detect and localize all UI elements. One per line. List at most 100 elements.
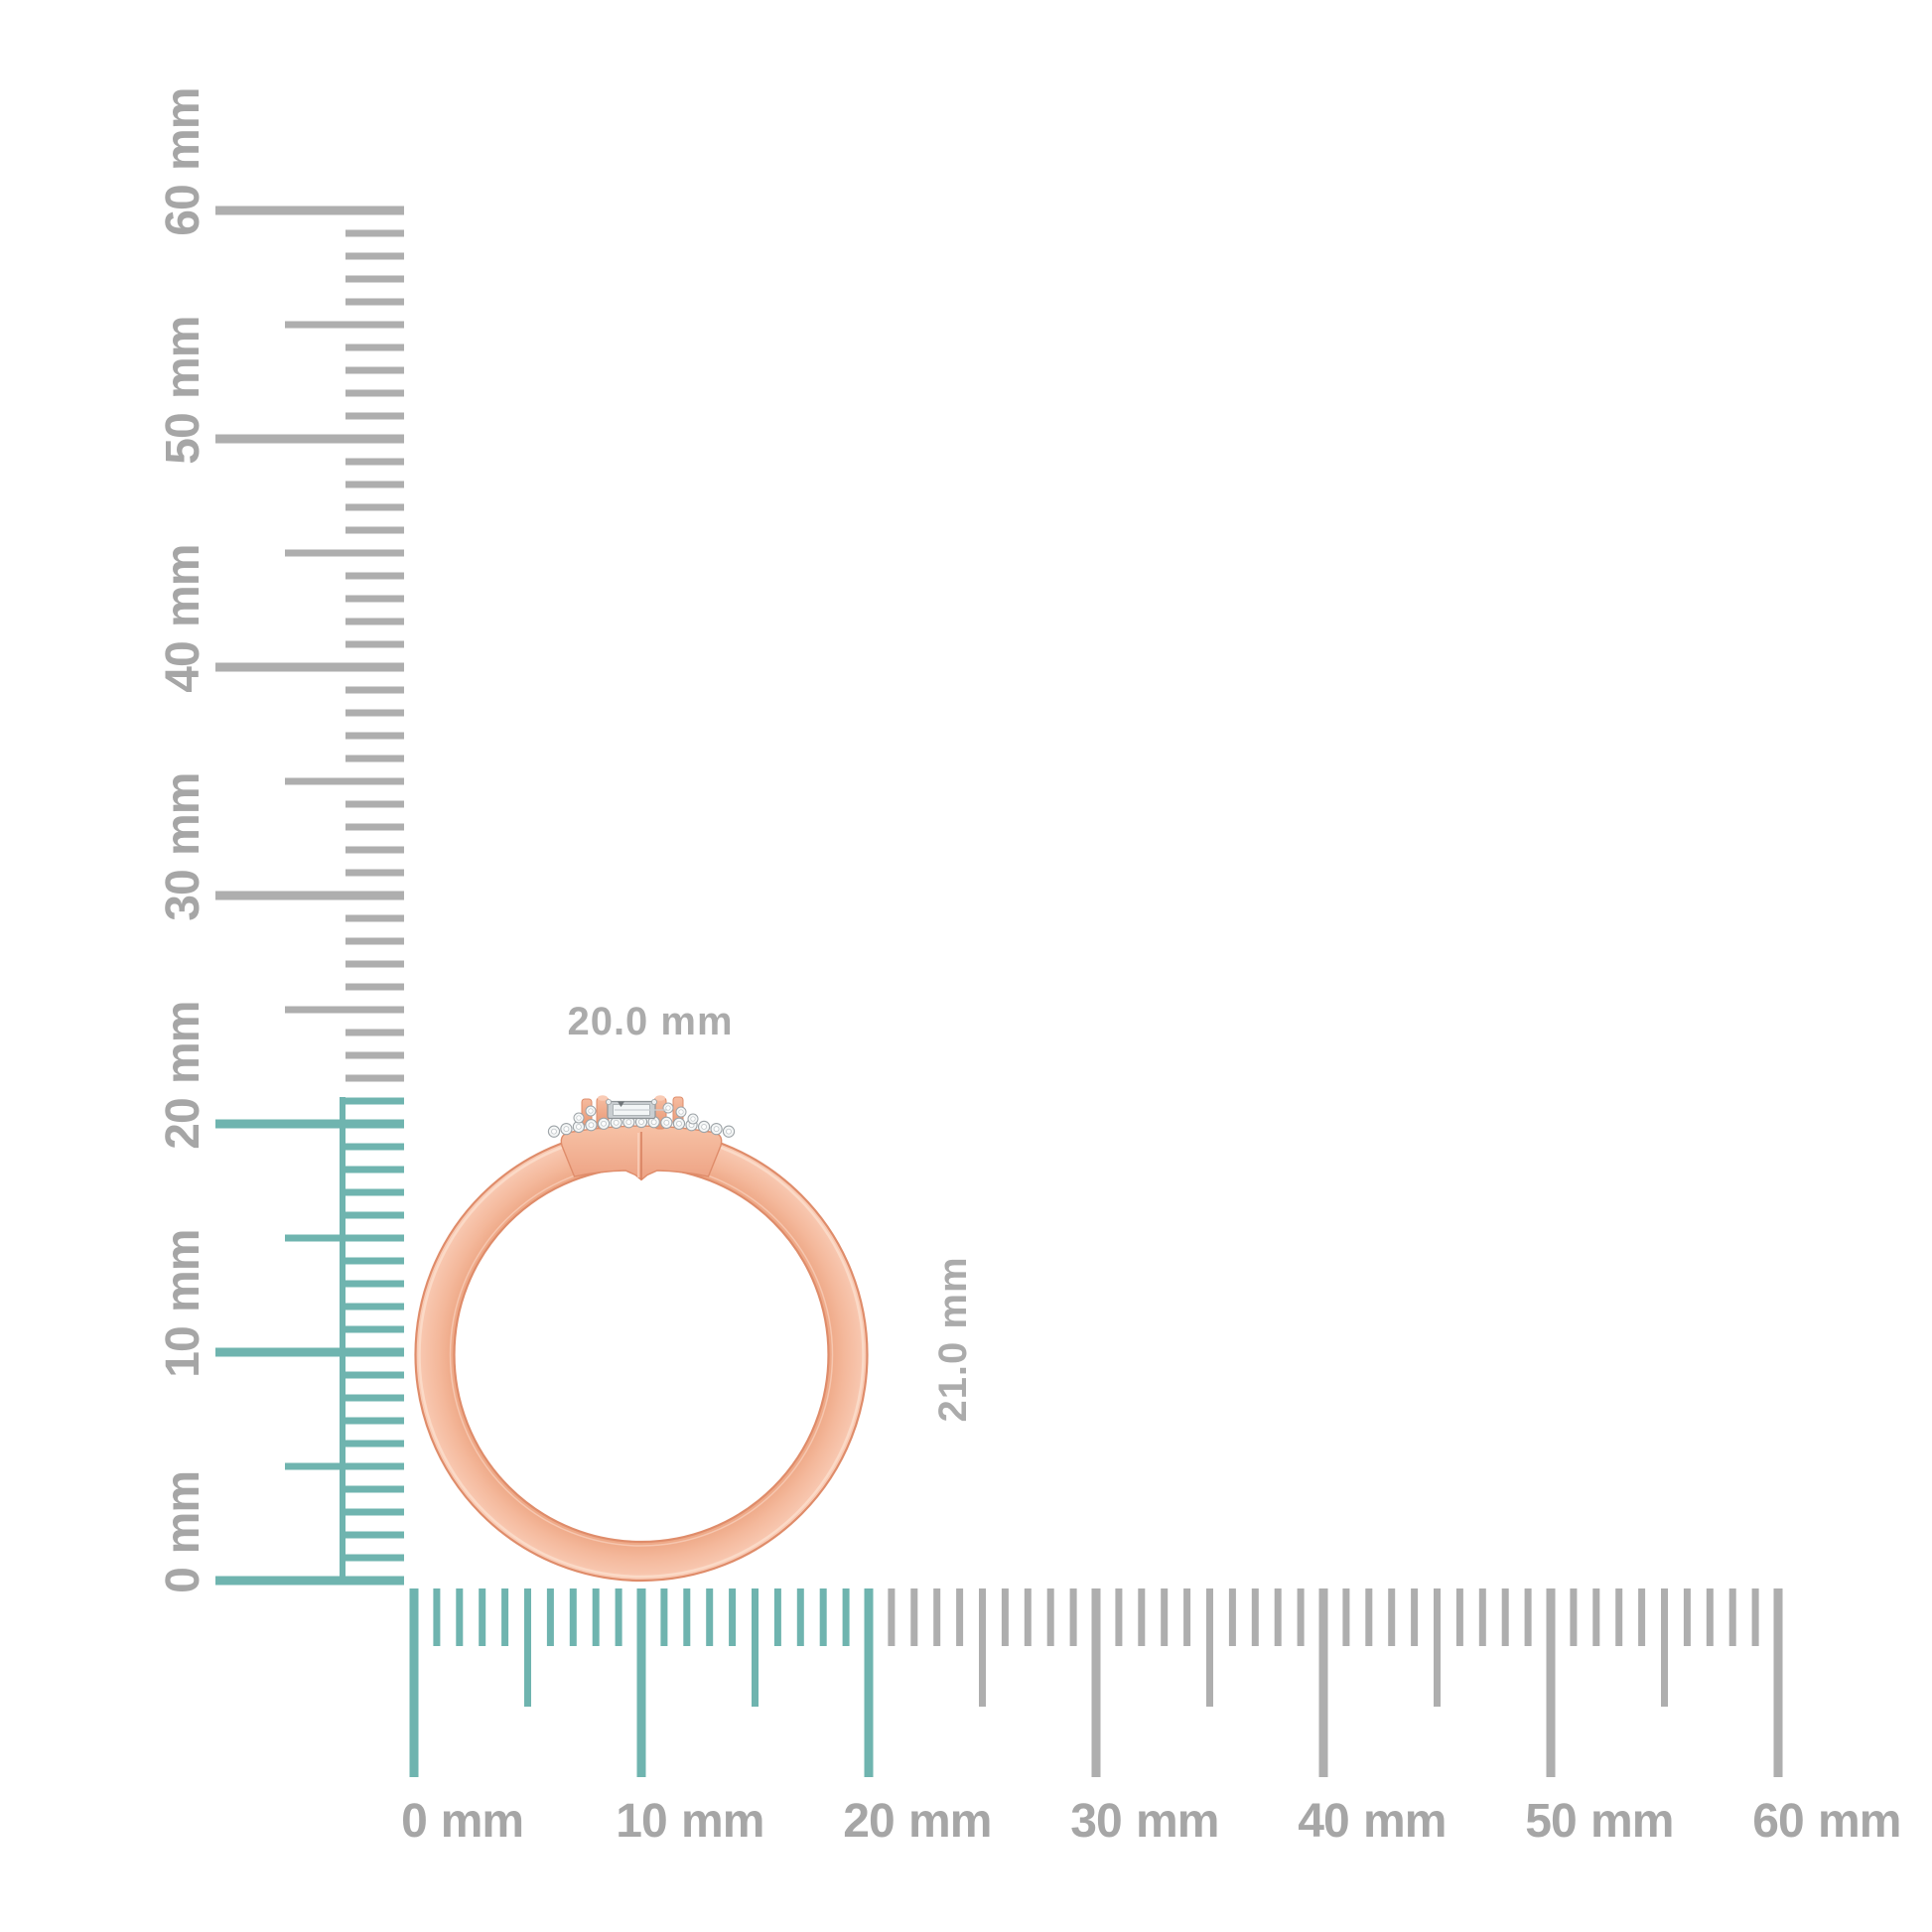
horizontal-ruler: 0 mm 10 mm 20 mm 30 mm 40 mm 50 mm 60 mm bbox=[401, 1588, 1901, 1848]
ruler-label-number: 40 bbox=[157, 641, 209, 692]
h-ruler-tick bbox=[1046, 1588, 1054, 1646]
h-ruler-tick bbox=[1434, 1588, 1441, 1707]
h-ruler-tick bbox=[706, 1588, 714, 1646]
ruler-label-number: 20 bbox=[157, 1098, 209, 1149]
vertical-ruler: 0 mm 10 mm 20 mm 30 mm 40 mm 50 mm 60 mm bbox=[157, 88, 404, 1593]
v-ruler-tick bbox=[345, 412, 404, 420]
ruler-label-number: 10 bbox=[616, 1795, 666, 1848]
h-ruler-tick bbox=[1228, 1588, 1236, 1646]
ruler-label-unit: mm bbox=[1363, 1795, 1446, 1848]
h-ruler-tick bbox=[842, 1588, 850, 1646]
h-ruler-label-40mm: 40 mm bbox=[1298, 1795, 1447, 1848]
h-ruler-tick bbox=[864, 1588, 874, 1777]
ruler-label-unit: mm bbox=[1818, 1795, 1900, 1848]
v-ruler-tick bbox=[345, 823, 404, 831]
v-ruler-label-10mm: 10 mm bbox=[157, 1230, 209, 1378]
ruler-label-unit: mm bbox=[157, 1471, 209, 1554]
h-ruler-tick bbox=[1024, 1588, 1032, 1646]
h-ruler-tick bbox=[433, 1588, 441, 1646]
h-ruler-tick bbox=[888, 1588, 896, 1646]
ruler-label-unit: mm bbox=[157, 1002, 209, 1084]
v-ruler-label-20mm: 20 mm bbox=[157, 1002, 209, 1150]
halo-stone-facet bbox=[601, 1120, 608, 1127]
v-ruler-tick bbox=[345, 481, 404, 488]
h-ruler-tick bbox=[1161, 1588, 1169, 1646]
v-ruler-tick bbox=[345, 1417, 404, 1425]
v-ruler-tick bbox=[345, 1485, 404, 1493]
v-ruler-tick bbox=[285, 549, 404, 557]
ruler-label-number: 60 bbox=[1752, 1795, 1803, 1848]
v-ruler-label-60mm: 60 mm bbox=[157, 88, 209, 236]
h-ruler-tick bbox=[1501, 1588, 1509, 1646]
v-ruler-label-0mm: 0 mm bbox=[157, 1471, 209, 1593]
v-ruler-tick bbox=[345, 1029, 404, 1036]
halo-stone-facet bbox=[625, 1119, 632, 1126]
h-ruler-tick bbox=[773, 1588, 781, 1646]
h-ruler-tick bbox=[1751, 1588, 1759, 1646]
v-ruler-tick bbox=[345, 595, 404, 603]
prong-tip-highlight bbox=[598, 1095, 608, 1101]
ring-head bbox=[547, 1095, 736, 1181]
baguette-notch bbox=[618, 1101, 624, 1107]
side-stone-facet bbox=[588, 1108, 594, 1114]
ruler-label-number: 60 bbox=[157, 185, 209, 235]
ring-width-label: 20.0 mm bbox=[567, 1000, 734, 1043]
h-ruler-tick bbox=[501, 1588, 509, 1646]
h-ruler-tick bbox=[1365, 1588, 1373, 1646]
halo-stone-facet bbox=[713, 1126, 720, 1133]
h-ruler-tick bbox=[729, 1588, 737, 1646]
ruler-label-number: 30 bbox=[157, 870, 209, 920]
h-ruler-tick bbox=[1297, 1588, 1305, 1646]
ruler-label-unit: mm bbox=[157, 317, 209, 399]
h-ruler-tick bbox=[1706, 1588, 1714, 1646]
side-stone-facet bbox=[678, 1109, 684, 1115]
h-ruler-tick bbox=[409, 1588, 419, 1777]
v-ruler-tick bbox=[345, 1303, 404, 1311]
v-ruler-tick bbox=[345, 1394, 404, 1402]
h-ruler-tick bbox=[752, 1588, 759, 1707]
ruler-label-unit: mm bbox=[441, 1795, 523, 1848]
ruler-label-unit: mm bbox=[681, 1795, 763, 1848]
h-ruler-label-30mm: 30 mm bbox=[1070, 1795, 1219, 1848]
v-ruler-tick bbox=[345, 846, 404, 854]
v-ruler-tick bbox=[345, 1097, 404, 1105]
v-ruler-tick bbox=[345, 389, 404, 397]
v-ruler-tick bbox=[285, 321, 404, 329]
side-stone-facet bbox=[576, 1115, 582, 1121]
h-ruler-tick bbox=[660, 1588, 668, 1646]
ruler-label-unit: mm bbox=[908, 1795, 991, 1848]
h-ruler-tick bbox=[1683, 1588, 1691, 1646]
ruler-label-unit: mm bbox=[157, 1230, 209, 1312]
h-ruler-tick bbox=[1592, 1588, 1600, 1646]
ruler-label-unit: mm bbox=[157, 88, 209, 171]
v-ruler-tick bbox=[345, 618, 404, 625]
v-ruler-tick bbox=[345, 640, 404, 648]
h-ruler-tick bbox=[1524, 1588, 1532, 1646]
side-stone-facet bbox=[690, 1116, 696, 1122]
h-ruler-tick bbox=[1455, 1588, 1463, 1646]
v-ruler-tick bbox=[345, 298, 404, 306]
h-ruler-tick bbox=[1773, 1588, 1783, 1777]
h-ruler-tick bbox=[592, 1588, 600, 1646]
h-ruler-label-50mm: 50 mm bbox=[1525, 1795, 1674, 1848]
h-ruler-tick bbox=[1001, 1588, 1009, 1646]
v-ruler-label-30mm: 30 mm bbox=[157, 773, 209, 921]
v-ruler-tick bbox=[345, 1051, 404, 1059]
v-ruler-tick bbox=[345, 914, 404, 922]
h-ruler-tick bbox=[636, 1588, 646, 1777]
vertical-ruler-spine bbox=[340, 1097, 345, 1586]
ring-band-inner-edge bbox=[453, 1166, 830, 1544]
v-ruler-tick bbox=[345, 1508, 404, 1516]
v-ruler-tick bbox=[345, 1166, 404, 1173]
v-ruler-tick bbox=[345, 709, 404, 717]
v-ruler-tick bbox=[345, 458, 404, 466]
h-ruler-label-20mm: 20 mm bbox=[843, 1795, 992, 1848]
v-ruler-tick bbox=[345, 1531, 404, 1539]
h-ruler-tick bbox=[1388, 1588, 1396, 1646]
ruler-label-number: 30 bbox=[1070, 1795, 1121, 1848]
v-ruler-tick bbox=[345, 869, 404, 877]
h-ruler-tick bbox=[1570, 1588, 1578, 1646]
v-ruler-tick bbox=[215, 891, 404, 900]
v-ruler-tick bbox=[215, 206, 404, 215]
